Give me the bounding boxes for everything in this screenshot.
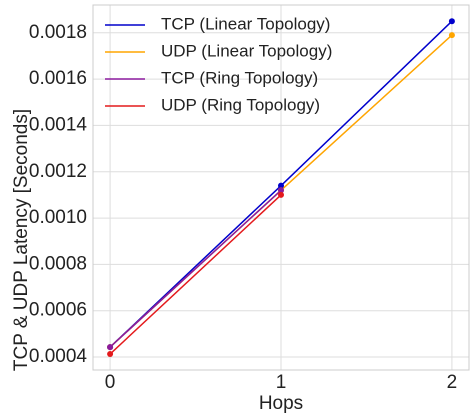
- point: [278, 191, 284, 198]
- x-tick-label: 1: [276, 372, 287, 393]
- y-tick-label: 0.0018: [29, 22, 87, 43]
- legend: TCP (Linear Topology) UDP (Linear Topolog…: [105, 14, 332, 114]
- point: [107, 344, 114, 351]
- legend-label: UDP (Ring Topology): [161, 95, 320, 114]
- y-tick-label: 0.0012: [29, 161, 87, 182]
- legend-label: UDP (Linear Topology): [161, 41, 332, 60]
- y-tick-label: 0.0010: [29, 207, 87, 228]
- y-axis-label: TCP & UDP Latency [Seconds]: [11, 109, 32, 371]
- y-tick-label: 0.0014: [29, 114, 88, 135]
- point: [448, 32, 455, 39]
- y-tick-label: 0.0008: [29, 253, 87, 274]
- y-tick-label: 0.0016: [29, 68, 87, 89]
- series-line: [109, 194, 282, 355]
- x-axis-label: Hops: [259, 393, 303, 414]
- point: [448, 18, 455, 25]
- plot-frame: [92, 4, 470, 371]
- point: [107, 351, 114, 358]
- point: [278, 182, 284, 189]
- x-tick-label: 0: [105, 372, 116, 393]
- point: [278, 187, 284, 194]
- series-line: [109, 189, 282, 348]
- y-tick-label: 0.0006: [29, 300, 87, 321]
- y-tick-label: 0.0004: [29, 346, 88, 367]
- x-tick-label: 2: [447, 372, 458, 393]
- legend-label: TCP (Ring Topology): [161, 68, 318, 87]
- legend-label: TCP (Linear Topology): [161, 14, 330, 33]
